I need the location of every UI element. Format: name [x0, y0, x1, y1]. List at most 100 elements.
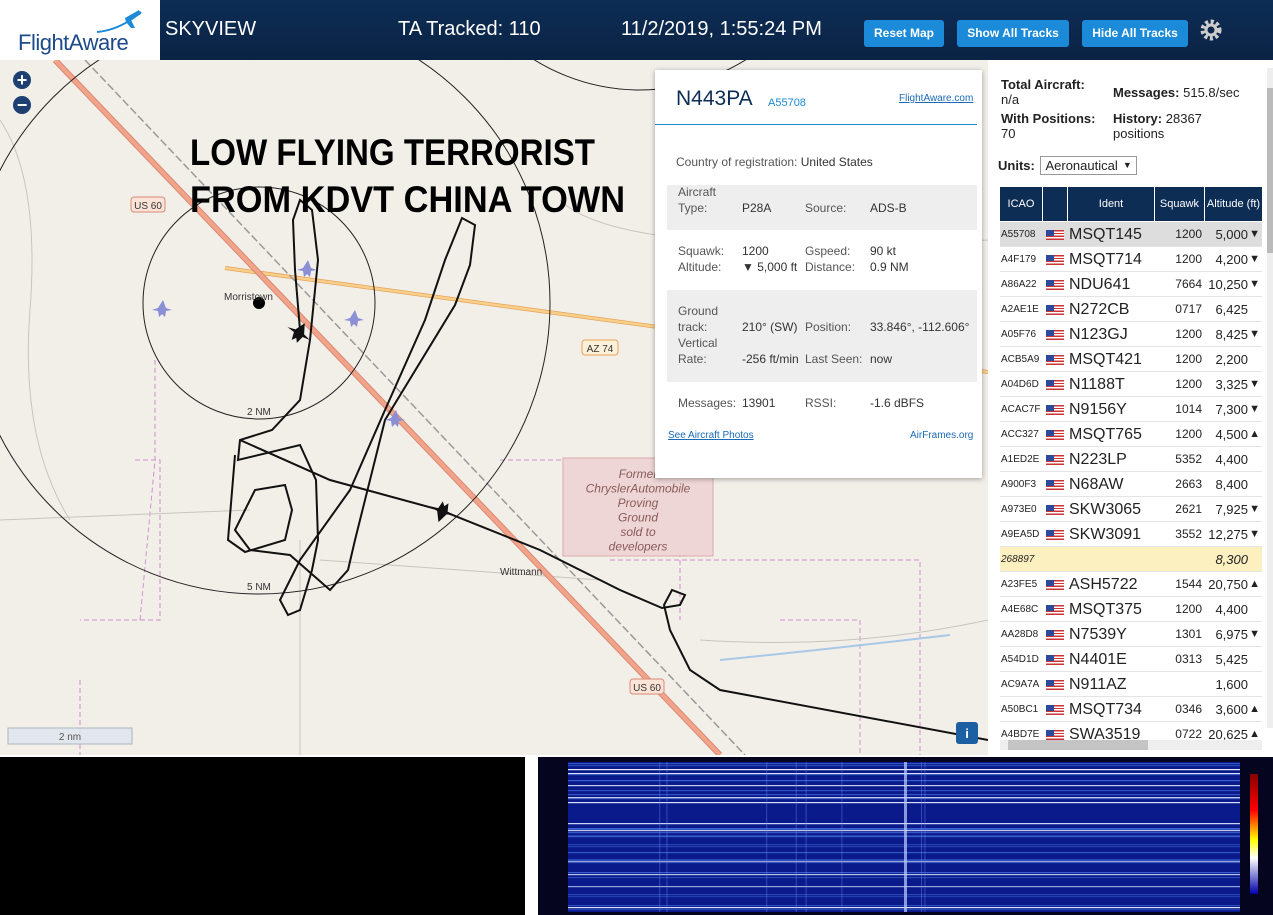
flag-icon — [1046, 305, 1064, 315]
table-row[interactable]: A50BC1 MSQT734 0346 3,600 ▲ — [1000, 697, 1262, 722]
icao: A1ED2E — [1001, 454, 1040, 465]
value: -1.6 dBFS — [870, 396, 925, 410]
table-row[interactable]: A4F179 MSQT714 1200 4,200 ▼ — [1000, 247, 1262, 272]
hide-tracks-button[interactable]: Hide All Tracks — [1082, 20, 1188, 47]
squawk: 0717 — [1175, 302, 1202, 316]
table-row[interactable]: ACB5A9 MSQT421 1200 2,200 — [1000, 347, 1262, 372]
annotation: FROM KDVT CHINA TOWN — [190, 179, 625, 220]
icao: A2AE1E — [1001, 304, 1039, 315]
table-row[interactable]: A9EA5D SKW3091 3552 12,275 ▼ — [1000, 522, 1262, 547]
zoom-in[interactable]: + — [17, 70, 28, 90]
table-row[interactable]: A05F76 N123GJ 1200 8,425 ▼ — [1000, 322, 1262, 347]
area-note-line: Ground — [618, 511, 658, 525]
flag-icon — [1046, 705, 1064, 715]
map-labels: US 60 AZ 74 US 60 Morristown Wittmann 2 … — [17, 70, 969, 743]
trend: ▼ — [1249, 328, 1260, 340]
value: 28367 positions — [1113, 111, 1202, 141]
altitude: 10,250 — [1208, 277, 1248, 292]
squawk: 1544 — [1175, 577, 1202, 591]
trend: ▼ — [1249, 378, 1260, 390]
trend: ▼ — [1249, 503, 1260, 515]
flag-icon — [1046, 505, 1064, 515]
altitude: 20,625 — [1208, 727, 1248, 742]
squawk: 7664 — [1175, 277, 1202, 291]
logo-text: FlightAware — [18, 30, 129, 55]
table-row[interactable]: AC9A7A N911AZ 1,600 — [1000, 672, 1262, 697]
scrollbar[interactable] — [1267, 68, 1273, 728]
trend: ▼ — [1249, 528, 1260, 540]
popup-link[interactable]: FlightAware.com — [899, 93, 974, 104]
scale-label: 2 nm — [59, 732, 81, 743]
value: 515.8/sec — [1183, 85, 1240, 100]
value: 1200 — [742, 244, 769, 258]
show-tracks-button[interactable]: Show All Tracks — [957, 20, 1069, 47]
waterfall-peak — [904, 762, 907, 912]
waterfall-col — [920, 762, 922, 912]
flag-icon — [1046, 630, 1064, 640]
icao: A04D6D — [1001, 379, 1039, 390]
zoom-out[interactable]: − — [17, 95, 28, 115]
value: n/a — [1001, 92, 1020, 107]
altitude: 2,200 — [1215, 352, 1248, 367]
squawk: 1200 — [1175, 327, 1202, 341]
table-row[interactable]: A23FE5 ASH5722 1544 20,750 ▲ — [1000, 572, 1262, 597]
airframes-link[interactable]: AirFrames.org — [910, 430, 974, 441]
table-row[interactable]: A54D1D N4401E 0313 5,425 — [1000, 647, 1262, 672]
squawk: 5352 — [1175, 452, 1202, 466]
altitude: 6,425 — [1215, 302, 1248, 317]
label: Ground track: — [678, 304, 719, 334]
column-header[interactable]: Ident — [1068, 187, 1154, 221]
ident: N1188T — [1069, 376, 1125, 393]
logo[interactable]: FlightAware — [0, 0, 160, 60]
squawk: 0313 — [1175, 652, 1202, 666]
flag-icon — [1046, 655, 1064, 665]
value: P28A — [742, 201, 772, 215]
column-header — [1043, 187, 1067, 221]
altitude: 5,425 — [1215, 652, 1248, 667]
table-row[interactable]: A04D6D N1188T 1200 3,325 ▼ — [1000, 372, 1262, 397]
altitude: 5,000 — [1215, 227, 1248, 242]
units-select[interactable]: Aeronautical ▼ — [1040, 156, 1137, 175]
waterfall-col — [666, 762, 668, 912]
label: Last Seen: — [805, 352, 863, 366]
table-row[interactable]: ACAC7F N9156Y 1014 7,300 ▼ — [1000, 397, 1262, 422]
info-button[interactable]: i — [965, 726, 969, 741]
flag-icon — [1046, 430, 1064, 440]
h-scrollbar[interactable] — [1000, 740, 1262, 750]
table-row[interactable]: A973E0 SKW3065 2621 7,925 ▼ — [1000, 497, 1262, 522]
column-header[interactable]: ICAO — [1000, 187, 1042, 221]
column-header[interactable]: Altitude (ft) — [1205, 187, 1262, 221]
trend: ▲ — [1249, 703, 1260, 715]
area-note: FormerChryslerAutomobileProvingGroundsol… — [586, 467, 691, 554]
table-row[interactable]: A4E68C MSQT375 1200 4,400 — [1000, 597, 1262, 622]
area-note-line: Former — [619, 467, 659, 481]
icao: ACB5A9 — [1001, 354, 1040, 365]
reset-map-button[interactable]: Reset Map — [864, 20, 944, 47]
flag-icon — [1046, 405, 1064, 415]
icao: ACC327 — [1001, 429, 1039, 440]
sidebar: Total Aircraft: n/a Messages: 515.8/sec W… — [988, 60, 1273, 755]
ident: N7539Y — [1069, 626, 1127, 643]
ident: ASH5722 — [1069, 576, 1138, 593]
icao: AC9A7A — [1001, 679, 1040, 690]
table-row[interactable]: A86A22 NDU641 7664 10,250 ▼ — [1000, 272, 1262, 297]
settings-icon[interactable] — [1199, 18, 1223, 42]
table-row[interactable]: ACC327 MSQT765 1200 4,500 ▲ — [1000, 422, 1262, 447]
popup-icao: A55708 — [768, 97, 806, 109]
divider — [655, 124, 977, 125]
table-row[interactable]: A1ED2E N223LP 5352 4,400 — [1000, 447, 1262, 472]
value: United States — [800, 155, 873, 169]
table-row[interactable]: A900F3 N68AW 2663 8,400 — [1000, 472, 1262, 497]
photos-link[interactable]: See Aircraft Photos — [668, 430, 754, 441]
label: History: — [1113, 111, 1163, 126]
table-row[interactable]: A55708 MSQT145 1200 5,000 ▼ — [1000, 222, 1262, 247]
value: Aeronautical — [1045, 158, 1118, 173]
trend: ▼ — [1249, 403, 1260, 415]
table-row[interactable]: AA28D8 N7539Y 1301 6,975 ▼ — [1000, 622, 1262, 647]
ident: MSQT421 — [1069, 351, 1142, 368]
place-label: Morristown — [224, 292, 273, 303]
table-row[interactable]: A2AE1E N272CB 0717 6,425 — [1000, 297, 1262, 322]
icao: A4E68C — [1001, 604, 1039, 615]
table-row[interactable]: 268897 8,300 — [1000, 547, 1262, 572]
column-header[interactable]: Squawk — [1155, 187, 1204, 221]
